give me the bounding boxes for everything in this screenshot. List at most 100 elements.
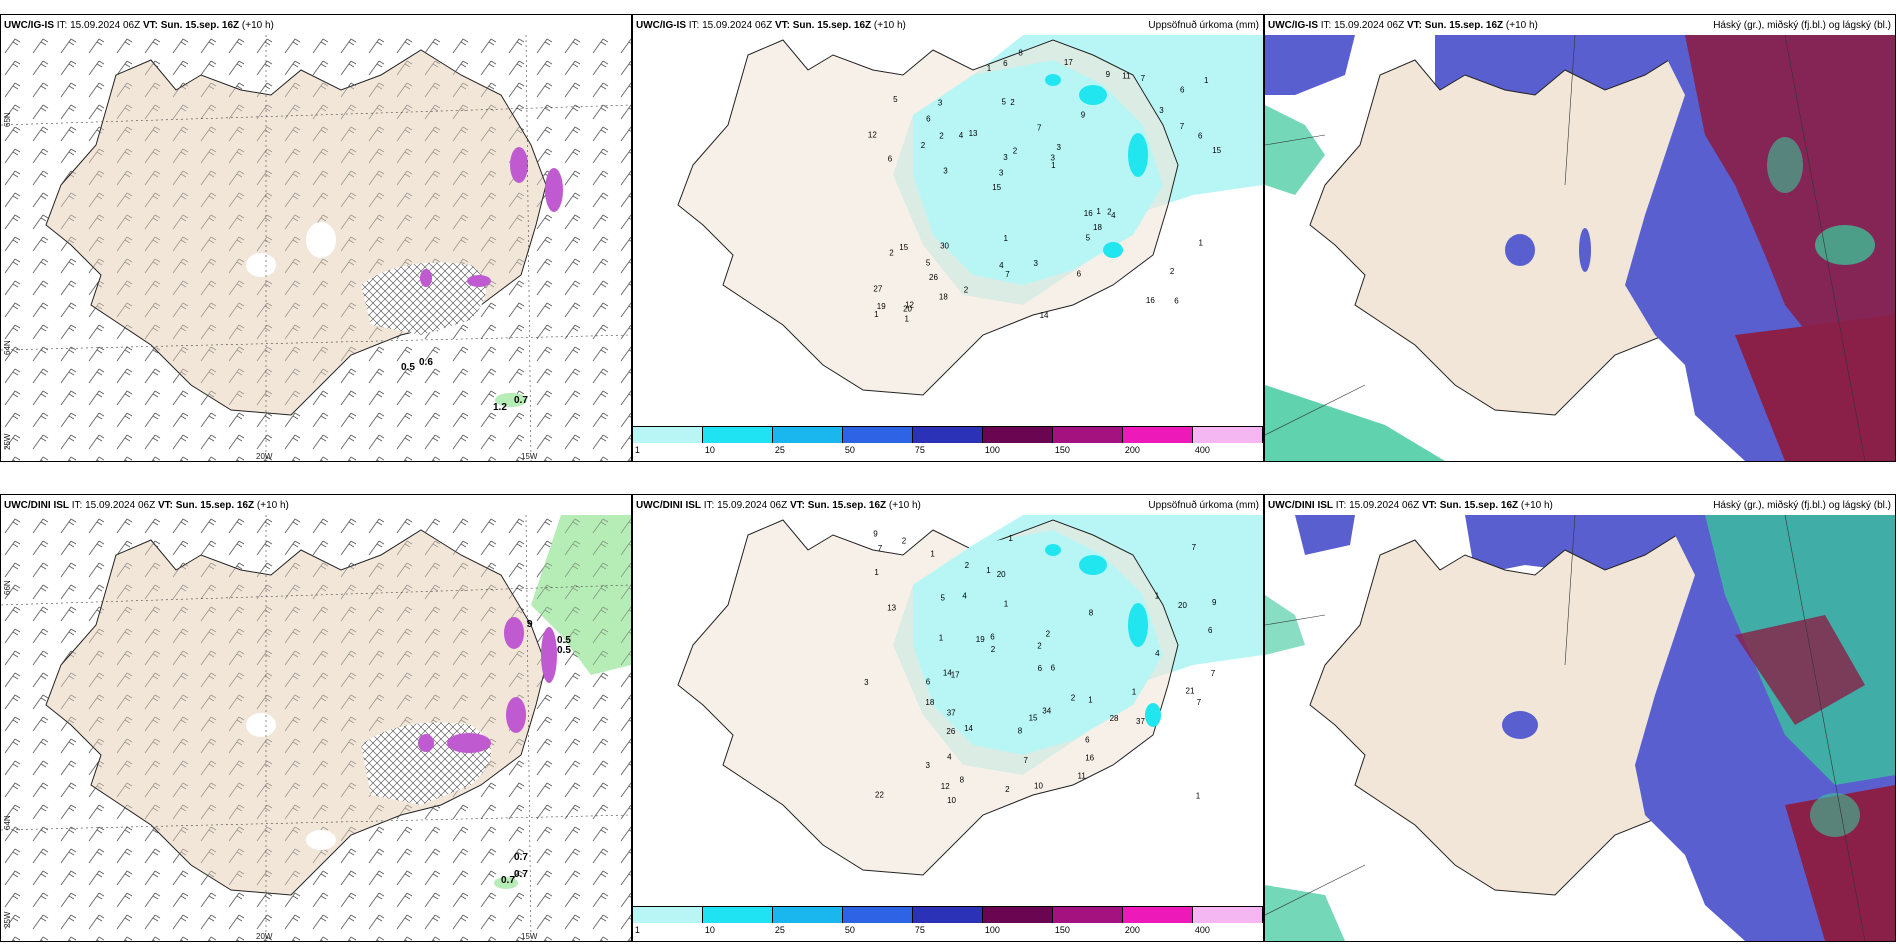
precip-value-label: 13 <box>969 129 978 138</box>
value-label: 0.5 <box>401 362 415 373</box>
precip-map: 6661591257151327262345615167343393016221… <box>677 35 1263 396</box>
colorbar-tick-label: 100 <box>984 445 1000 455</box>
colorbar-tick-label: 400 <box>1194 925 1210 935</box>
colorbar-tick-label: 200 <box>1124 925 1140 935</box>
precip-value-label: 12 <box>941 782 950 791</box>
value-label: 0.6 <box>419 357 433 368</box>
colorbar <box>633 906 1263 923</box>
precip-value-label: 7 <box>1037 124 1042 133</box>
precip-value-label: 2 <box>1046 630 1051 639</box>
precip-value-label: 7 <box>1180 122 1185 131</box>
lat-label: 64N <box>3 340 12 355</box>
precip-value-label: 34 <box>1042 707 1051 716</box>
precip-value-label: 30 <box>940 242 949 251</box>
precip-value-label: 28 <box>1110 714 1119 723</box>
precip-value-label: 6 <box>1077 269 1082 278</box>
precip-value-label: 1 <box>1088 695 1093 704</box>
precip-value-label: 8 <box>960 776 965 785</box>
colorbar-segment <box>983 907 1053 923</box>
precip-value-label: 15 <box>1029 713 1038 722</box>
precip-value-label: 7 <box>1211 669 1216 678</box>
colorbar-segment <box>633 427 703 443</box>
precip-value-label: 10 <box>1034 781 1043 790</box>
precip-value-label: 22 <box>875 791 884 800</box>
precip-value-label: 3 <box>999 168 1004 177</box>
lon-label: 20W <box>256 932 273 941</box>
value-label: 0.5 <box>557 635 571 646</box>
precip-map: 7937962014222826610181519834667814634373… <box>677 515 1263 876</box>
panel-header: UWC/DINI ISL IT: 15.09.2024 06Z VT: Sun.… <box>636 500 921 511</box>
precip-value-label: 9 <box>1212 598 1217 607</box>
wind-map: 9 0.5 0.5 0.7 0.7 0.7 <box>1 515 631 941</box>
precip-value-label: 1 <box>1004 599 1009 608</box>
precip-value-label: 16 <box>1084 209 1093 218</box>
precip-value-label: 20 <box>903 305 912 314</box>
precip-value-label: 4 <box>959 131 964 140</box>
precip-value-label: 1 <box>987 64 992 73</box>
colorbar-tick-label: 75 <box>914 925 925 935</box>
precip-value-label: 17 <box>951 671 960 680</box>
colorbar-segment <box>703 427 773 443</box>
precip-value-label: 3 <box>1051 154 1056 163</box>
lon-label: 25W <box>3 911 12 928</box>
panel-title: Uppsöfnuð úrkoma (mm) <box>1148 20 1259 31</box>
precip-value-label: 8 <box>1018 726 1023 735</box>
precip-value-label: 1 <box>1132 687 1137 696</box>
colorbar-segment <box>983 427 1053 443</box>
precip-value-label: 6 <box>1051 663 1056 672</box>
precip-value-label: 2 <box>1010 98 1015 107</box>
precip-value-label: 2 <box>991 645 996 654</box>
precip-value-label: 21 <box>1186 687 1195 696</box>
colorbar-tick-label: 10 <box>704 445 715 455</box>
precip-value-label: 8 <box>1089 609 1094 618</box>
precip-value-label: 7 <box>1005 270 1010 279</box>
panel-header: UWC/IG-IS IT: 15.09.2024 06Z VT: Sun. 15… <box>4 20 274 31</box>
colorbar-segment <box>703 907 773 923</box>
precip-value-label: 2 <box>1170 267 1175 276</box>
precip-value-label: 6 <box>1038 664 1043 673</box>
precip-value-label: 5 <box>1086 234 1091 243</box>
precip-value-label: 1 <box>1008 534 1013 543</box>
precip-value-label: 7 <box>1024 756 1029 765</box>
precip-value-label: 11 <box>1078 771 1087 780</box>
colorbar-tick-label: 25 <box>774 925 785 935</box>
precip-value-label: 3 <box>1034 259 1039 268</box>
colorbar <box>633 426 1263 443</box>
colorbar-segment <box>1053 907 1123 923</box>
colorbar-segment <box>843 427 913 443</box>
panel-igis-precip: UWC/IG-IS IT: 15.09.2024 06Z VT: Sun. 15… <box>632 14 1264 462</box>
precip-value-label: 17 <box>1064 58 1073 67</box>
precip-value-label: 37 <box>1136 717 1145 726</box>
precip-value-label: 12 <box>868 131 877 140</box>
precip-value-label: 15 <box>992 183 1001 192</box>
colorbar-segment <box>843 907 913 923</box>
precip-value-label: 9 <box>1106 70 1111 79</box>
value-label: 1.2 <box>493 402 507 413</box>
precip-value-label: 1 <box>874 310 879 319</box>
precip-value-label: 6 <box>1174 296 1179 305</box>
panel-title: Háský (gr.), miðský (fj.bl.) og lágský (… <box>1713 500 1891 511</box>
precip-value-label: 2 <box>964 286 969 295</box>
precip-value-label: 18 <box>939 293 948 302</box>
colorbar-segment <box>1123 907 1193 923</box>
precip-value-label: 2 <box>889 249 894 258</box>
precip-value-label: 3 <box>926 761 931 770</box>
precip-value-label: 7 <box>1192 543 1197 552</box>
panel-header: UWC/DINI ISL IT: 15.09.2024 06Z VT: Sun.… <box>4 500 289 511</box>
panel-igis-cloud: UWC/IG-IS IT: 15.09.2024 06Z VT: Sun. 15… <box>1264 14 1896 462</box>
precip-value-label: 15 <box>899 243 908 252</box>
precip-value-label: 9 <box>1081 110 1086 119</box>
precip-value-label: 5 <box>941 594 946 603</box>
panel-header: UWC/IG-IS IT: 15.09.2024 06Z VT: Sun. 15… <box>1268 20 1538 31</box>
precip-value-label: 4 <box>999 261 1004 270</box>
precip-value-label: 2 <box>1037 642 1042 651</box>
precip-value-label: 6 <box>926 678 931 687</box>
precip-value-label: 6 <box>888 154 893 163</box>
precip-value-label: 5 <box>926 259 931 268</box>
precip-value-label: 2 <box>1013 147 1018 156</box>
precip-value-label: 2 <box>921 141 926 150</box>
precip-value-label: 26 <box>929 273 938 282</box>
colorbar-segment <box>1193 427 1263 443</box>
precip-value-label: 8 <box>1018 49 1023 58</box>
colorbar-tick-label: 400 <box>1194 445 1210 455</box>
